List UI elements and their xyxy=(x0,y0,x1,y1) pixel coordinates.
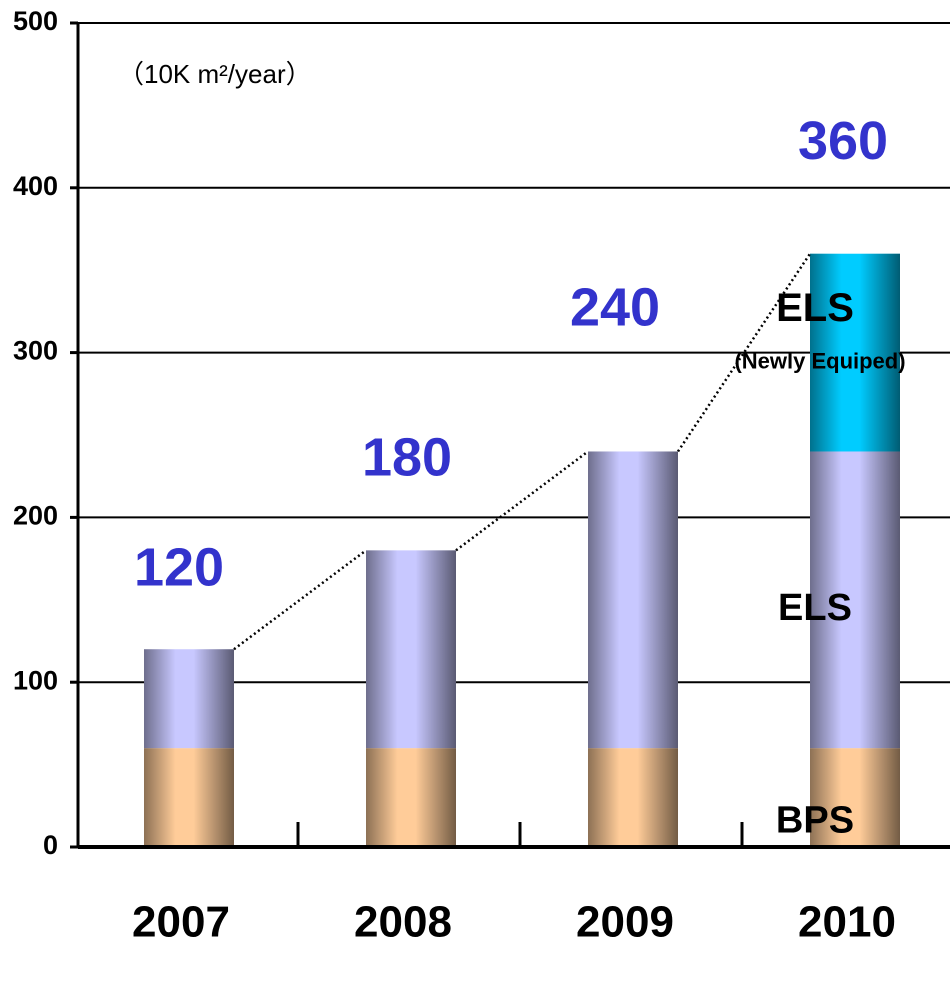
total-label: 360 xyxy=(798,111,888,171)
bar-shading xyxy=(144,748,234,847)
y-tick-label: 0 xyxy=(43,830,58,860)
bar-shading xyxy=(810,748,900,847)
series-label: BPS xyxy=(776,800,854,842)
series-label: ELS xyxy=(778,587,852,629)
bar-shading xyxy=(366,748,456,847)
x-tick-label: 2009 xyxy=(576,898,674,947)
connector xyxy=(233,549,367,651)
bar-shading xyxy=(588,451,678,749)
total-label: 120 xyxy=(134,538,224,598)
x-tick-label: 2008 xyxy=(354,898,452,947)
total-label: 240 xyxy=(570,278,660,338)
x-tick-label: 2007 xyxy=(132,898,230,947)
bar-shading xyxy=(144,649,234,749)
bar-shading xyxy=(366,550,456,749)
series-sublabel: (Newly Equiped) xyxy=(734,348,905,373)
y-tick-label: 200 xyxy=(13,501,58,531)
series-label: ELS xyxy=(776,286,854,330)
y-tick-label: 400 xyxy=(13,171,58,201)
y-tick-label: 100 xyxy=(13,665,58,695)
y-tick-label: 500 xyxy=(13,6,58,36)
total-label: 180 xyxy=(362,428,452,488)
x-tick-label: 2010 xyxy=(798,898,896,947)
y-tick-label: 300 xyxy=(13,336,58,366)
bar-shading xyxy=(810,253,900,452)
unit-label: （10K m²/year） xyxy=(118,59,312,89)
bar-shading xyxy=(588,748,678,847)
connector xyxy=(455,450,589,552)
bar-shading xyxy=(810,451,900,749)
